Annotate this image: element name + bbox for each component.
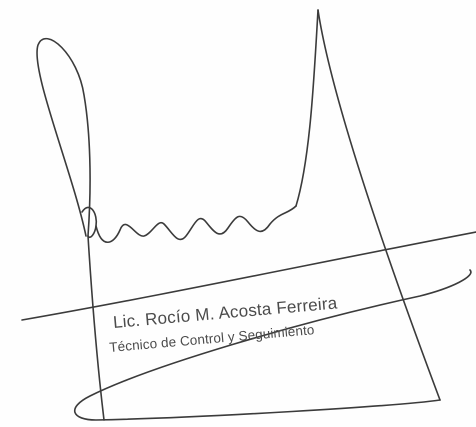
signature-descender-stroke xyxy=(87,235,105,421)
signature-right-descent xyxy=(317,9,441,401)
signature-bottom-loop xyxy=(73,269,472,421)
signature-wavy-line xyxy=(95,205,297,244)
signature-tall-loop xyxy=(36,38,91,237)
signature-peak-stroke xyxy=(295,9,319,207)
signature-swoosh xyxy=(21,231,476,321)
